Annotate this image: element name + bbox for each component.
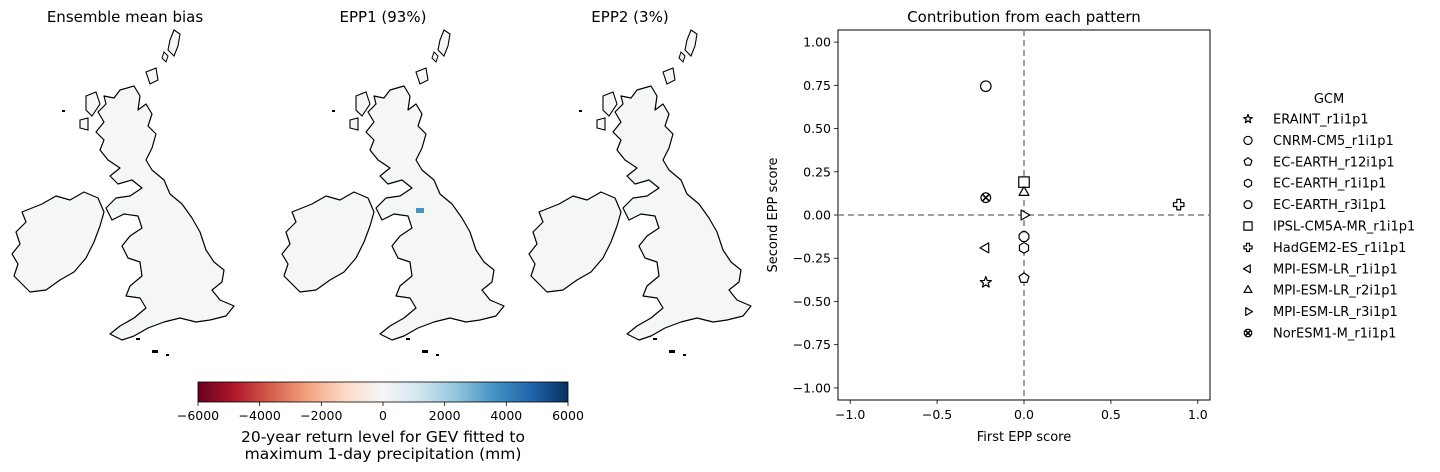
colorbar: −6000 −4000 −2000 0 2000 4000 6000 20-year ret… bbox=[177, 381, 584, 463]
data-points bbox=[979, 80, 1185, 288]
legend-label: HadGEM2-ES_r1i1p1 bbox=[1273, 241, 1406, 256]
colorbar-tick-label: −2000 bbox=[300, 408, 342, 423]
legend-item: MPI-ESM-LR_r2i1p1 bbox=[1243, 284, 1398, 299]
y-tick-label: 0.75 bbox=[803, 78, 831, 93]
uk-map-3 bbox=[528, 29, 752, 357]
point-ERAINT_r1i1p1 bbox=[979, 276, 992, 288]
x-tick-label: 0.0 bbox=[1014, 407, 1034, 422]
legend-label: CNRM-CM5_r1i1p1 bbox=[1273, 134, 1394, 149]
uk-map-2 bbox=[281, 29, 505, 357]
point-CNRM-CM5_r1i1p1 bbox=[979, 80, 992, 93]
x-tick-label: 1.0 bbox=[1188, 407, 1208, 422]
colorbar-tick-label: 4000 bbox=[490, 408, 522, 423]
legend-marker-x-filled bbox=[1243, 328, 1253, 338]
point-IPSL-CM5A-MR_r1i1p1 bbox=[1018, 176, 1030, 188]
legend-label: EC-EARTH_r12i1p1 bbox=[1273, 155, 1395, 170]
legend-label: MPI-ESM-LR_r2i1p1 bbox=[1273, 284, 1398, 299]
y-tick-label: −0.75 bbox=[793, 337, 831, 352]
y-axis-ticks: 1.00 0.75 0.50 0.25 0.00 −0.25 −0.50 −0.75 −1.00 bbox=[793, 35, 838, 395]
point-MPI-ESM-LR_r1i1p1 bbox=[979, 242, 990, 254]
legend-label: EC-EARTH_r1i1p1 bbox=[1273, 177, 1386, 192]
legend-items: ERAINT_r1i1p1 CNRM-CM5_r1i1p1 EC-EARTH_r12… bbox=[1242, 113, 1415, 342]
colorbar-tick-label: 6000 bbox=[552, 408, 584, 423]
legend-marker-triangle-right bbox=[1245, 307, 1254, 317]
point-NorESM1-M_r1i1p1 bbox=[980, 192, 992, 204]
legend-marker-square bbox=[1243, 221, 1253, 231]
point-EC-EARTH_r3i1p1 bbox=[1018, 231, 1030, 243]
colorbar-label-line2: maximum 1-day precipitation (mm) bbox=[245, 445, 522, 463]
colorbar-tick-label: 0 bbox=[379, 408, 387, 423]
y-tick-label: 1.00 bbox=[803, 35, 831, 50]
legend-marker-pentagon bbox=[1243, 157, 1253, 166]
point-MPI-ESM-LR_r3i1p1 bbox=[1020, 209, 1031, 221]
legend-item: CNRM-CM5_r1i1p1 bbox=[1243, 134, 1394, 149]
legend-item: ERAINT_r1i1p1 bbox=[1243, 113, 1369, 128]
legend-item: HadGEM2-ES_r1i1p1 bbox=[1243, 241, 1406, 256]
y-tick-label: −0.50 bbox=[793, 294, 831, 309]
map-title-2: EPP1 (93%) bbox=[340, 8, 427, 26]
legend-label: MPI-ESM-LR_r3i1p1 bbox=[1273, 305, 1398, 320]
legend: GCM ERAINT_r1i1p1 CNRM-CM5_r1i1p1 EC-EARTH… bbox=[1242, 92, 1415, 342]
legend-item: EC-EARTH_r3i1p1 bbox=[1243, 198, 1386, 213]
legend-marker-plus bbox=[1243, 242, 1253, 253]
y-tick-label: 0.25 bbox=[803, 164, 831, 179]
colorbar-ticks: −6000 −4000 −2000 0 2000 4000 6000 bbox=[177, 402, 584, 423]
point-EC-EARTH_r1i1p1 bbox=[1018, 242, 1030, 254]
chart-title: Contribution from each pattern bbox=[907, 8, 1141, 26]
y-tick-label: 0.00 bbox=[803, 208, 831, 223]
legend-label: ERAINT_r1i1p1 bbox=[1273, 113, 1369, 128]
scatter-chart: Contribution from each pattern −1.0 −0.5 0… bbox=[766, 8, 1211, 445]
x-tick-label: 0.5 bbox=[1101, 407, 1121, 422]
point-HadGEM2-ES_r1i1p1 bbox=[1172, 198, 1185, 211]
legend-marker-star bbox=[1243, 113, 1253, 124]
legend-marker-triangle-left bbox=[1242, 264, 1251, 274]
legend-item: MPI-ESM-LR_r3i1p1 bbox=[1245, 305, 1398, 320]
map-panel-1: Ensemble mean bias bbox=[11, 8, 235, 357]
x-tick-label: −1.0 bbox=[835, 407, 865, 422]
legend-item: EC-EARTH_r12i1p1 bbox=[1243, 155, 1395, 170]
colorbar-label-line1: 20-year return level for GEV fitted to bbox=[241, 428, 525, 446]
legend-item: EC-EARTH_r1i1p1 bbox=[1243, 177, 1386, 192]
colorbar-tick-label: 2000 bbox=[429, 408, 461, 423]
map-highlight-cell bbox=[416, 208, 424, 213]
uk-map-1 bbox=[11, 29, 235, 357]
point-MPI-ESM-LR_r2i1p1 bbox=[1018, 186, 1030, 196]
legend-label: MPI-ESM-LR_r1i1p1 bbox=[1273, 262, 1398, 277]
legend-item: NorESM1-M_r1i1p1 bbox=[1243, 327, 1396, 342]
x-axis-ticks: −1.0 −0.5 0.0 0.5 1.0 bbox=[835, 400, 1208, 422]
y-axis-label: Second EPP score bbox=[766, 158, 781, 273]
point-EC-EARTH_r12i1p1 bbox=[1018, 272, 1030, 283]
legend-item: IPSL-CM5A-MR_r1i1p1 bbox=[1243, 220, 1415, 235]
map-title-3: EPP2 (3%) bbox=[591, 8, 668, 26]
legend-label: EC-EARTH_r3i1p1 bbox=[1273, 198, 1386, 213]
map-title-1: Ensemble mean bias bbox=[47, 8, 204, 26]
legend-item: MPI-ESM-LR_r1i1p1 bbox=[1242, 262, 1398, 277]
legend-title: GCM bbox=[1314, 92, 1344, 107]
x-axis-label: First EPP score bbox=[977, 430, 1071, 445]
colorbar-tick-label: −4000 bbox=[239, 408, 281, 423]
map-panel-2: EPP1 (93%) bbox=[281, 8, 505, 357]
legend-marker-triangle-up bbox=[1243, 285, 1253, 294]
legend-marker-circle bbox=[1243, 135, 1253, 146]
y-tick-label: 0.50 bbox=[803, 121, 831, 136]
legend-marker-octagon bbox=[1243, 200, 1253, 209]
legend-label: IPSL-CM5A-MR_r1i1p1 bbox=[1273, 220, 1415, 235]
y-tick-label: −0.25 bbox=[793, 251, 831, 266]
colorbar-gradient bbox=[197, 381, 569, 403]
legend-label: NorESM1-M_r1i1p1 bbox=[1273, 327, 1396, 342]
legend-marker-hexagon bbox=[1243, 178, 1253, 188]
map-panel-3: EPP2 (3%) bbox=[528, 8, 752, 357]
colorbar-tick-label: −6000 bbox=[177, 408, 219, 423]
y-tick-label: −1.00 bbox=[793, 380, 831, 395]
x-tick-label: −0.5 bbox=[922, 407, 952, 422]
